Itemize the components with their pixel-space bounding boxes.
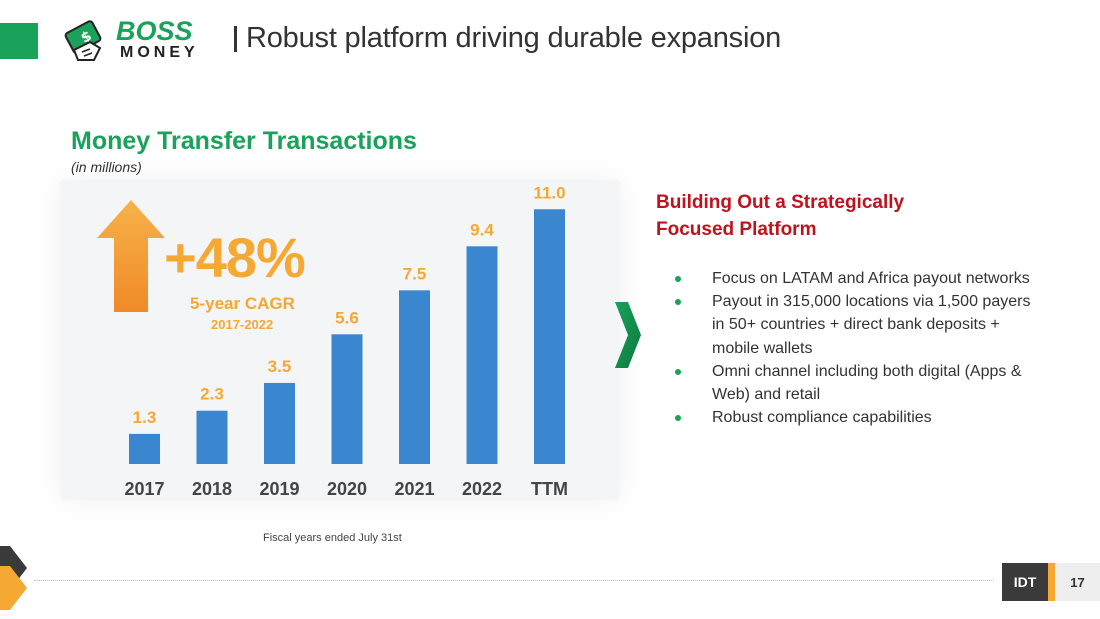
logo-wordmark-top: BOSS [116,16,193,46]
bullet-dot-icon [675,276,681,282]
x-tick-label: TTM [531,479,568,499]
bullet-text: Payout in 315,000 locations via 1,500 pa… [712,293,1031,357]
x-tick-label: 2017 [124,479,164,499]
bar-value-label: 9.4 [470,220,494,239]
accent-tab [0,23,38,59]
page-number: 17 [1055,563,1100,601]
bar-2018 [196,410,228,464]
side-heading: Building Out a Strategically Focused Pla… [656,192,905,240]
bullet-dot-icon [675,415,681,422]
bar-2017 [129,433,160,464]
bullet-item: Omni channel including both digital (App… [672,360,1042,406]
x-tick-label: 2021 [394,479,434,499]
growth-arrow-icon [97,200,165,312]
bullet-item: Payout in 315,000 locations via 1,500 pa… [672,290,1042,360]
bar-ttm [534,209,565,464]
bar-value-label: 3.5 [268,357,292,376]
footer-accent-stripe [1048,563,1055,601]
cagr-value: +48% [164,226,306,289]
bullet-list: Focus on LATAM and Africa payout network… [672,267,1042,429]
bar-2020 [331,334,363,464]
bullet-text: Robust compliance capabilities [712,409,932,427]
company-badge: IDT [1002,563,1048,601]
x-tick-label: 2018 [192,479,232,499]
money-hand-icon: $ [64,20,102,61]
bar-value-label: 1.3 [133,408,157,427]
bullet-item: Robust compliance capabilities [672,406,1042,429]
bullet-text: Omni channel including both digital (App… [712,362,1022,404]
bar-value-label: 11.0 [533,183,565,202]
section-subtitle: (in millions) [71,159,142,175]
page-title: Robust platform driving durable expansio… [246,22,782,54]
cagr-range: 2017-2022 [211,317,274,332]
bullet-dot-icon [675,299,681,306]
bar-2022 [466,246,498,464]
bar-value-label: 2.3 [200,385,224,404]
fiscal-year-note: Fiscal years ended July 31st [263,532,402,544]
footer-divider [34,580,994,581]
section-title: Money Transfer Transactions [71,127,417,155]
bar-value-label: 5.6 [335,308,359,327]
title-separator [234,26,237,52]
logo-wordmark-bottom: MONEY [120,44,199,61]
x-tick-label: 2022 [462,479,502,499]
bullet-text: Focus on LATAM and Africa payout network… [712,270,1030,287]
boss-money-logo: $ BOSS MONEY [60,16,212,66]
chevron-orange-icon [0,566,27,610]
bar-2021 [399,290,430,464]
chevron-right-icon [615,302,641,368]
bullet-dot-icon [675,368,681,375]
bullet-item: Focus on LATAM and Africa payout network… [672,267,1042,290]
bar-value-label: 7.5 [403,264,427,283]
x-tick-label: 2020 [327,479,367,499]
x-tick-label: 2019 [259,479,299,499]
bar-2019 [264,382,295,464]
cagr-label: 5-year CAGR [190,294,295,313]
